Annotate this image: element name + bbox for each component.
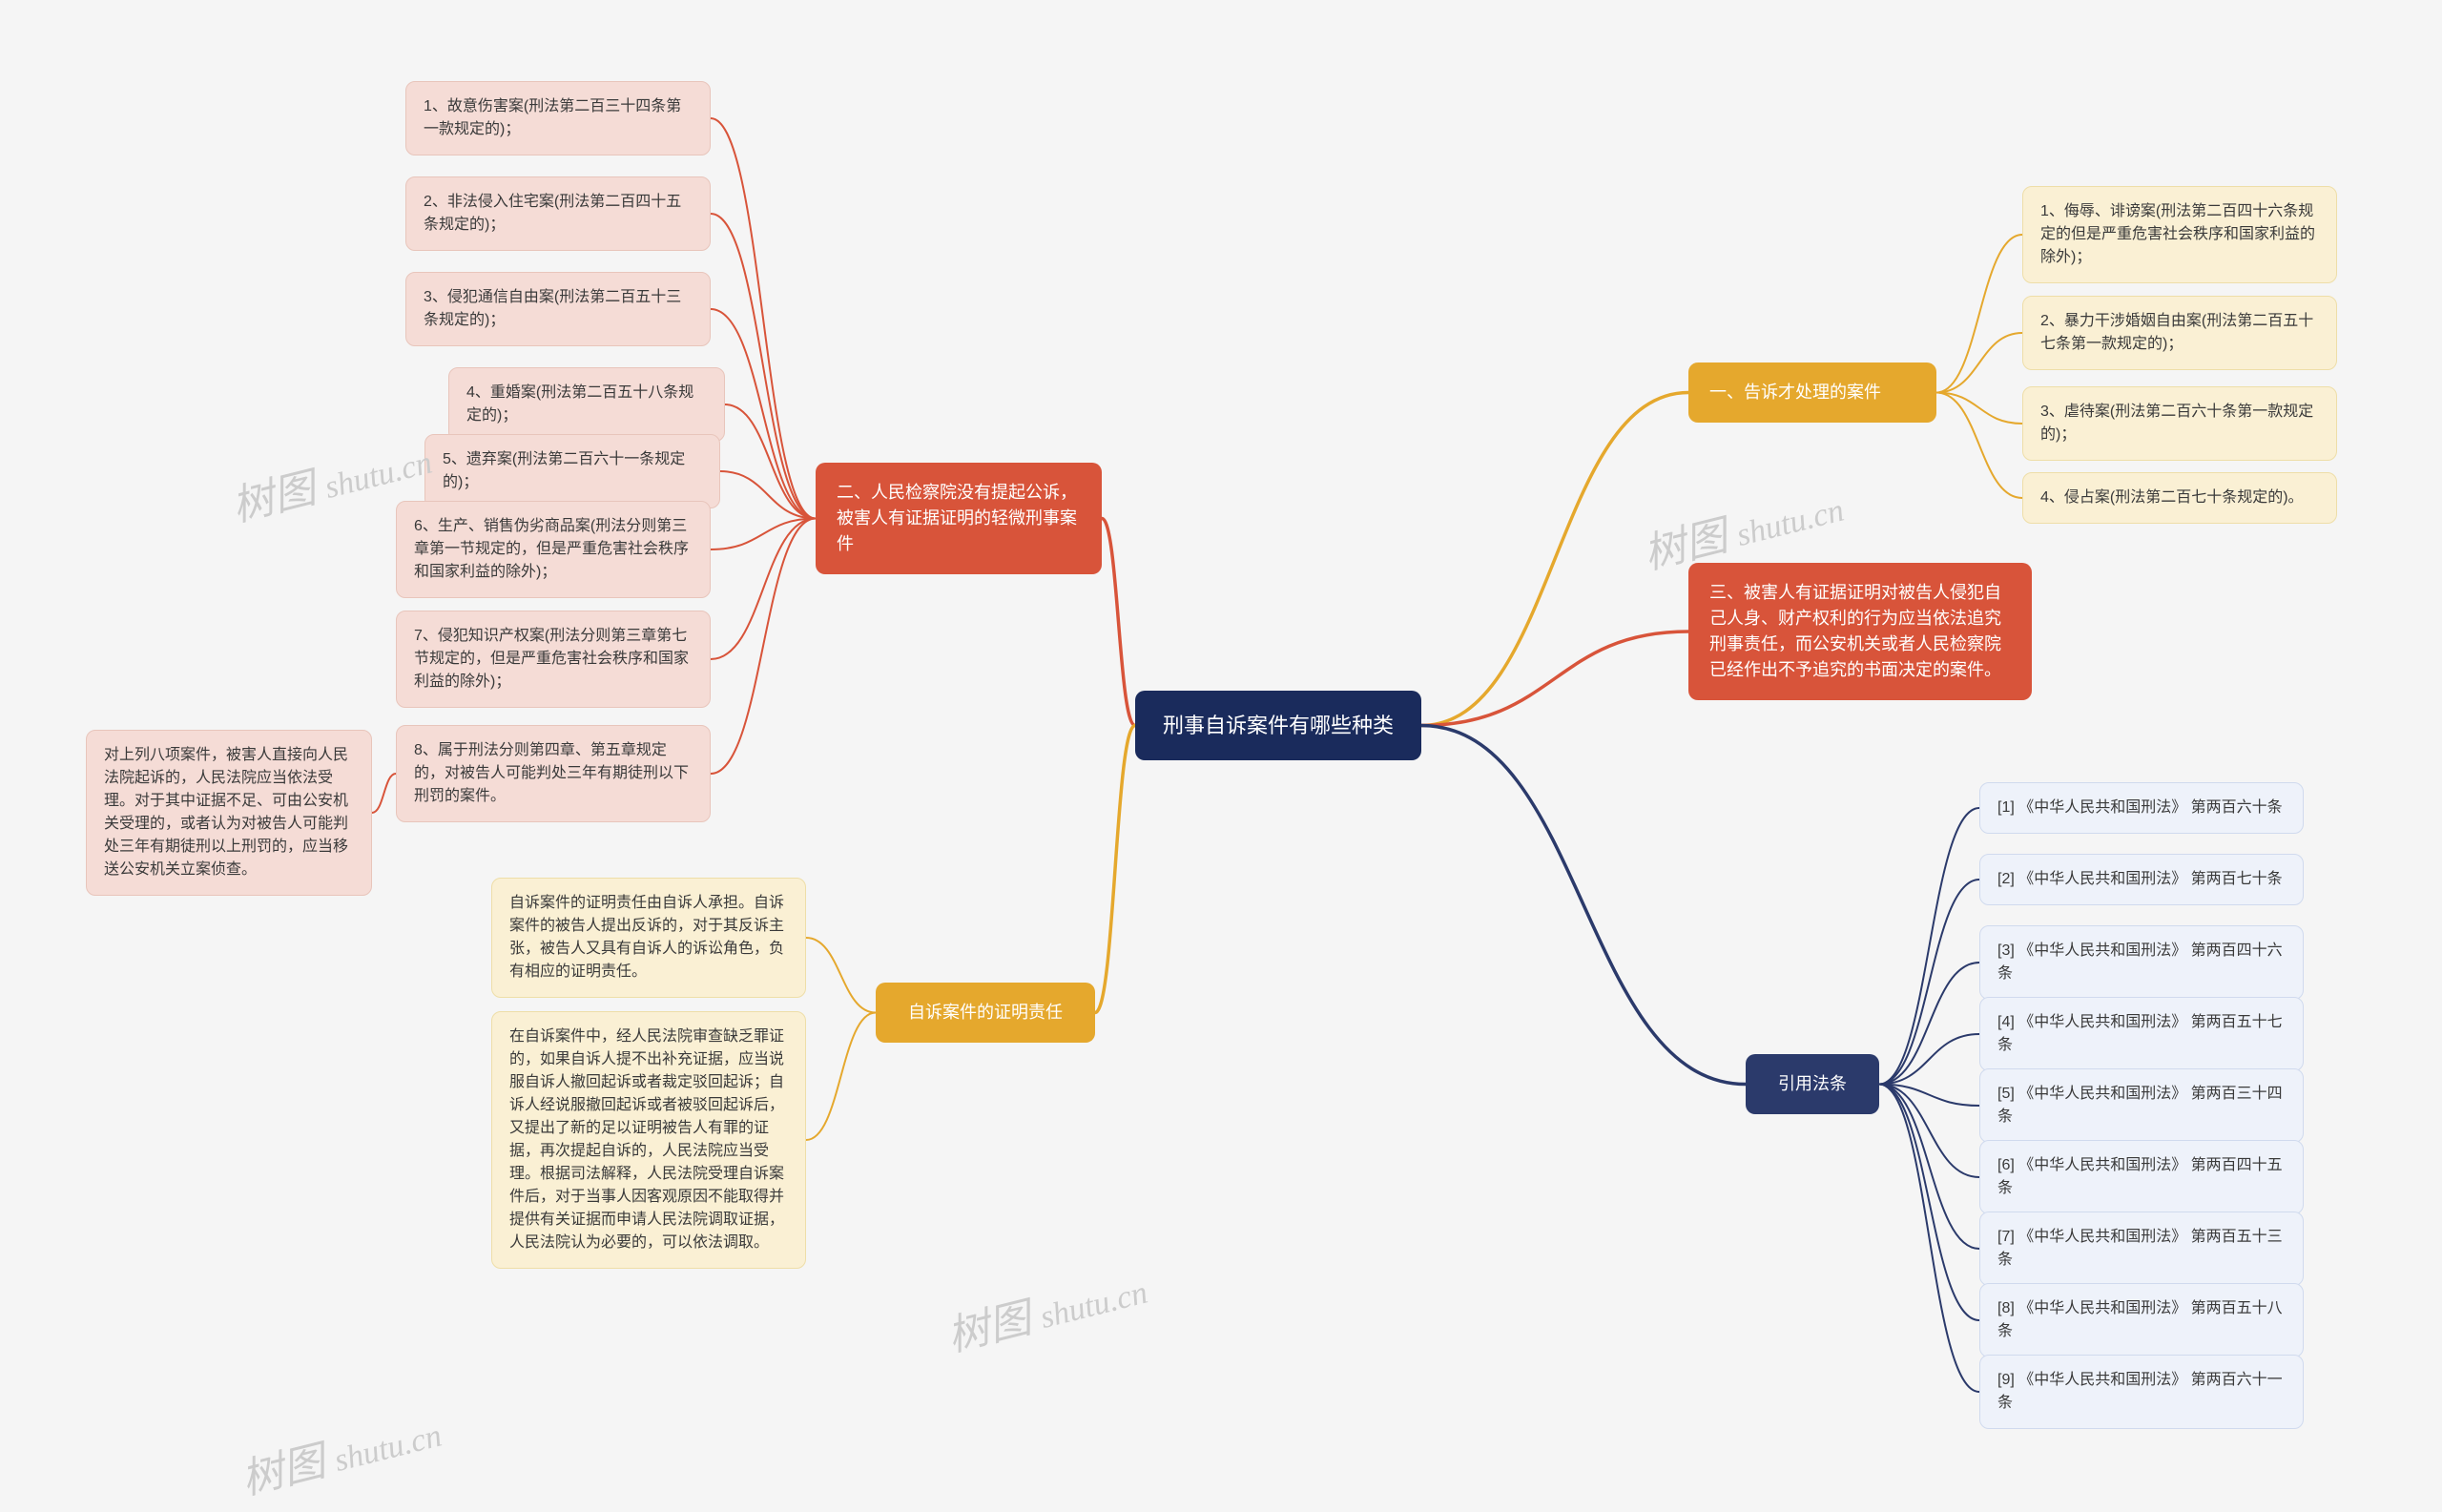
branch-2-leaf-2: 2、非法侵入住宅案(刑法第二百四十五条规定的)； bbox=[405, 176, 711, 251]
branch-2-leaf-1: 1、故意伤害案(刑法第二百三十四条第一款规定的)； bbox=[405, 81, 711, 155]
branch-5-leaf-5: [5] 《中华人民共和国刑法》 第两百三十四条 bbox=[1979, 1068, 2304, 1143]
branch-2-extra: 对上列八项案件，被害人直接向人民法院起诉的，人民法院应当依法受理。对于其中证据不… bbox=[86, 730, 372, 896]
watermark: 树图 shutu.cn bbox=[234, 1398, 445, 1506]
branch-5-leaf-2: [2] 《中华人民共和国刑法》 第两百七十条 bbox=[1979, 854, 2304, 905]
branch-5-leaf-8: [8] 《中华人民共和国刑法》 第两百五十八条 bbox=[1979, 1283, 2304, 1357]
branch-4[interactable]: 自诉案件的证明责任 bbox=[876, 983, 1095, 1043]
branch-1-leaf-3: 3、虐待案(刑法第二百六十条第一款规定的)； bbox=[2022, 386, 2337, 461]
branch-5-leaf-7: [7] 《中华人民共和国刑法》 第两百五十三条 bbox=[1979, 1212, 2304, 1286]
branch-5-leaf-3: [3] 《中华人民共和国刑法》 第两百四十六条 bbox=[1979, 925, 2304, 1000]
branch-4-leaf-2: 在自诉案件中，经人民法院审查缺乏罪证的，如果自诉人提不出补充证据，应当说服自诉人… bbox=[491, 1011, 806, 1269]
branch-1-leaf-2: 2、暴力干涉婚姻自由案(刑法第二百五十七条第一款规定的)； bbox=[2022, 296, 2337, 370]
branch-3[interactable]: 三、被害人有证据证明对被告人侵犯自己人身、财产权利的行为应当依法追究刑事责任，而… bbox=[1688, 563, 2032, 700]
central-topic[interactable]: 刑事自诉案件有哪些种类 bbox=[1135, 691, 1421, 760]
branch-1-leaf-1: 1、侮辱、诽谤案(刑法第二百四十六条规定的但是严重危害社会秩序和国家利益的除外)… bbox=[2022, 186, 2337, 283]
branch-1-leaf-4: 4、侵占案(刑法第二百七十条规定的)。 bbox=[2022, 472, 2337, 524]
branch-2-leaf-6: 6、生产、销售伪劣商品案(刑法分则第三章第一节规定的，但是严重危害社会秩序和国家… bbox=[396, 501, 711, 598]
branch-5-leaf-4: [4] 《中华人民共和国刑法》 第两百五十七条 bbox=[1979, 997, 2304, 1071]
branch-2-leaf-7: 7、侵犯知识产权案(刑法分则第三章第七节规定的，但是严重危害社会秩序和国家利益的… bbox=[396, 611, 711, 708]
branch-2-leaf-3: 3、侵犯通信自由案(刑法第二百五十三条规定的)； bbox=[405, 272, 711, 346]
branch-1[interactable]: 一、告诉才处理的案件 bbox=[1688, 362, 1936, 423]
branch-5-leaf-6: [6] 《中华人民共和国刑法》 第两百四十五条 bbox=[1979, 1140, 2304, 1214]
watermark: 树图 shutu.cn bbox=[940, 1254, 1151, 1363]
branch-2-leaf-5: 5、遗弃案(刑法第二百六十一条规定的)； bbox=[424, 434, 720, 508]
branch-2-leaf-8: 8、属于刑法分则第四章、第五章规定的，对被告人可能判处三年有期徒刑以下刑罚的案件… bbox=[396, 725, 711, 822]
branch-4-leaf-1: 自诉案件的证明责任由自诉人承担。自诉案件的被告人提出反诉的，对于其反诉主张，被告… bbox=[491, 878, 806, 998]
branch-5-leaf-1: [1] 《中华人民共和国刑法》 第两百六十条 bbox=[1979, 782, 2304, 834]
branch-5[interactable]: 引用法条 bbox=[1746, 1054, 1879, 1114]
branch-5-leaf-9: [9] 《中华人民共和国刑法》 第两百六十一条 bbox=[1979, 1355, 2304, 1429]
branch-2[interactable]: 二、人民检察院没有提起公诉，被害人有证据证明的轻微刑事案件 bbox=[816, 463, 1102, 574]
branch-2-leaf-4: 4、重婚案(刑法第二百五十八条规定的)； bbox=[448, 367, 725, 442]
